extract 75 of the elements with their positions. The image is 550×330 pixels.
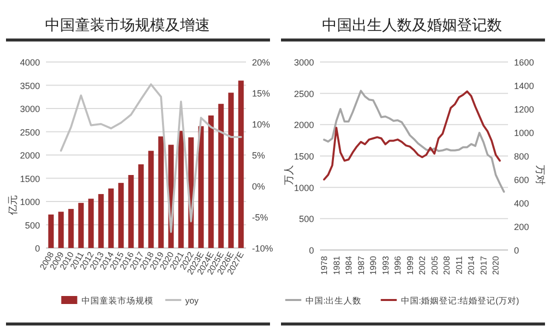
- y-axis-title: 亿元: [8, 195, 19, 216]
- y-tick-label: 500: [24, 220, 40, 230]
- bar: [178, 130, 184, 248]
- legend-label: 中国:婚姻登记:结婚登记(万对): [400, 296, 520, 306]
- x-tick-label: 1987: [356, 256, 366, 275]
- y-tick-label: 1000: [294, 182, 314, 193]
- y-axis-title: 万人: [284, 165, 295, 185]
- y-tick-label: 2000: [20, 150, 40, 160]
- chart-title: 中国出生人数及婚姻登记数: [322, 17, 502, 34]
- y-tick-label: 0: [308, 246, 314, 256]
- legend-label: yoy: [185, 296, 200, 306]
- y2-tick-label: 15%: [252, 88, 270, 98]
- bar: [58, 212, 64, 248]
- line-series: [60, 83, 242, 233]
- y2-tick-label: 1000: [514, 128, 534, 138]
- bar: [208, 115, 214, 248]
- legend-label: 中国童装市场规模: [81, 296, 154, 306]
- bar: [138, 164, 144, 248]
- x-tick-label: 1999: [404, 256, 415, 275]
- y2-tick-label: -10%: [252, 244, 274, 254]
- y2-tick-label: 400: [514, 198, 530, 208]
- y-tick-label: 500: [298, 214, 314, 224]
- y2-tick-label: 5%: [252, 150, 266, 160]
- x-tick-label: 2014: [466, 256, 476, 275]
- y2-tick-label: 1600: [514, 58, 534, 68]
- y2-tick-label: 0: [514, 246, 520, 256]
- x-tick-label: 1978: [319, 256, 330, 275]
- x-tick-label: 2002: [417, 256, 428, 275]
- y-tick-label: 3000: [294, 58, 314, 68]
- bar: [128, 174, 134, 248]
- bar: [198, 126, 204, 248]
- bar: [228, 92, 234, 248]
- x-tick-label: 2008: [442, 256, 452, 275]
- y2-tick-label: -5%: [252, 212, 268, 222]
- bar: [238, 80, 244, 248]
- y-tick-label: 1500: [294, 152, 314, 162]
- y-tick-label: 3500: [20, 80, 40, 91]
- bar: [88, 198, 94, 248]
- y2-tick-label: 800: [514, 152, 530, 162]
- x-tick-label: 2020: [490, 256, 501, 275]
- bar: [148, 150, 154, 248]
- y2-tick-label: 1400: [514, 81, 534, 91]
- y2-tick-label: 0%: [252, 182, 266, 192]
- y2-tick-label: 600: [514, 175, 530, 185]
- x-tick-label: 2017: [478, 256, 488, 275]
- y-tick-label: 3000: [20, 104, 40, 114]
- y-tick-label: 4000: [20, 58, 40, 68]
- y-tick-label: 1500: [20, 174, 40, 184]
- y2-axis-title: 万对: [534, 165, 546, 185]
- bar: [68, 208, 74, 248]
- x-tick-label: 2005: [429, 256, 440, 275]
- bar: [218, 104, 224, 248]
- x-tick-label: 2011: [454, 256, 464, 274]
- y2-tick-label: 1200: [514, 104, 534, 114]
- y-tick-label: 2500: [294, 88, 314, 99]
- x-tick-label: 1993: [380, 256, 390, 275]
- bar: [118, 182, 124, 248]
- y-tick-label: 2000: [294, 120, 314, 130]
- chart-title: 中国童装市场规模及增速: [45, 17, 210, 34]
- y2-tick-label: 200: [514, 222, 530, 232]
- x-tick-label: 1990: [368, 256, 378, 275]
- x-tick-label: 1984: [344, 256, 354, 275]
- y-tick-label: 1000: [20, 197, 40, 207]
- bar: [78, 202, 84, 248]
- bar: [98, 194, 104, 248]
- bar: [158, 136, 164, 248]
- y2-tick-label: 20%: [252, 58, 270, 68]
- y2-tick-label: 10%: [252, 120, 270, 130]
- bar: [108, 188, 114, 248]
- y-tick-label: 2500: [20, 127, 40, 138]
- x-tick-label: 1981: [331, 256, 342, 275]
- bar: [48, 214, 54, 248]
- x-tick-label: 1996: [392, 256, 403, 275]
- y-tick-label: 0: [34, 244, 40, 254]
- legend-label: 中国:出生人数: [305, 296, 362, 306]
